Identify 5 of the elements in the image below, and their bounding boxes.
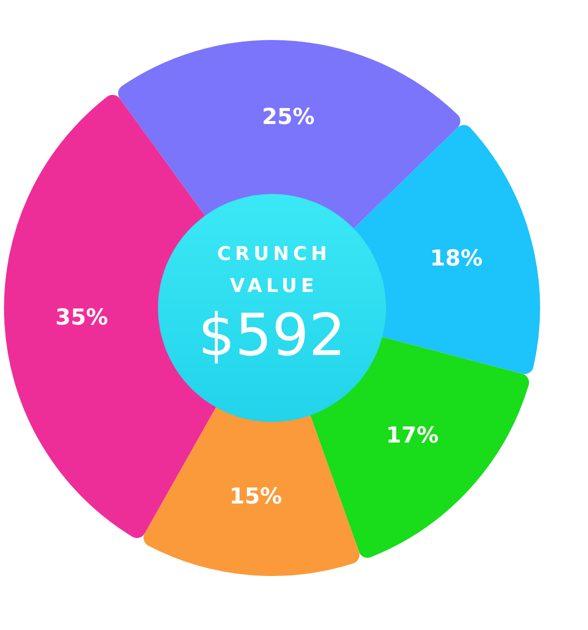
data-label: 15% bbox=[229, 484, 282, 510]
data-label: 18% bbox=[430, 246, 483, 272]
data-label: 17% bbox=[386, 424, 439, 449]
data-label: 35% bbox=[55, 306, 108, 331]
data-label: 25% bbox=[262, 104, 315, 130]
